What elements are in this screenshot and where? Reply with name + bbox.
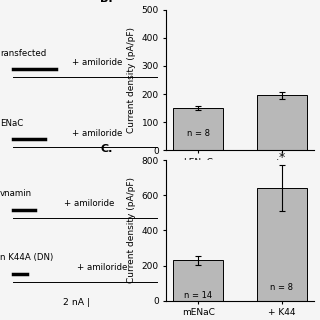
- Bar: [173, 260, 223, 301]
- Bar: [257, 95, 307, 150]
- Text: vnamin: vnamin: [0, 189, 32, 198]
- Text: n K44A (DN): n K44A (DN): [0, 253, 53, 262]
- Text: + amiloride: + amiloride: [72, 58, 122, 67]
- Text: ransfected: ransfected: [0, 49, 46, 58]
- Text: + amiloride: + amiloride: [64, 199, 114, 208]
- Text: + amiloride: + amiloride: [72, 129, 122, 138]
- Text: n = 8: n = 8: [270, 283, 293, 292]
- Text: C.: C.: [100, 144, 113, 154]
- Bar: [173, 108, 223, 150]
- Text: + amiloride: + amiloride: [77, 263, 127, 272]
- Text: n = 14: n = 14: [184, 292, 212, 300]
- Y-axis label: Current density (pA/pF): Current density (pA/pF): [127, 177, 136, 284]
- Text: ENaC: ENaC: [0, 119, 23, 128]
- Y-axis label: Current density (pA/pF): Current density (pA/pF): [127, 27, 136, 133]
- Text: *: *: [279, 150, 285, 164]
- Bar: [257, 188, 307, 301]
- Text: n = 8: n = 8: [187, 129, 210, 138]
- Text: B.: B.: [100, 0, 113, 4]
- Text: 2 nA |: 2 nA |: [63, 298, 90, 307]
